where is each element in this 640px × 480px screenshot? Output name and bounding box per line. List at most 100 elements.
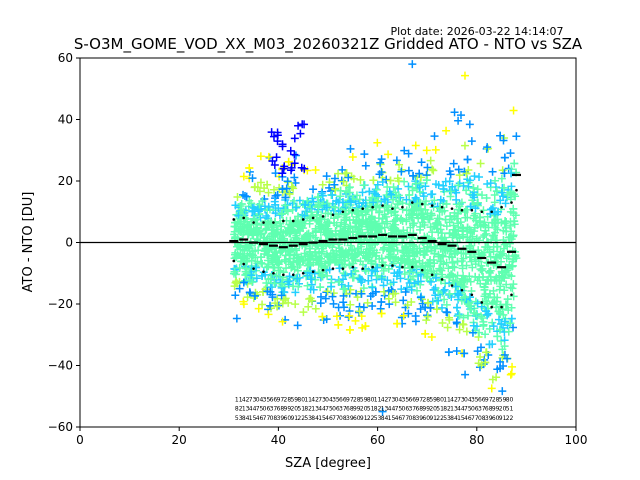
scatter-point xyxy=(489,322,498,331)
mean-marker xyxy=(318,239,328,243)
scatter-point xyxy=(316,299,325,308)
scatter-point xyxy=(485,267,494,276)
scatter-point xyxy=(293,226,302,235)
scatter-point xyxy=(415,169,424,178)
scatter-point xyxy=(290,150,299,159)
scatter-point xyxy=(375,224,384,233)
scatter-point xyxy=(468,190,477,199)
scatter-point xyxy=(276,219,285,228)
scatter-point xyxy=(483,276,492,285)
bin-count-label: 04 xyxy=(325,396,333,403)
bin-count-label: 04 xyxy=(464,396,472,403)
scatter-point xyxy=(446,212,455,221)
scatter-point xyxy=(384,264,393,273)
scatter-point xyxy=(291,288,300,297)
bin-count-label: 99 xyxy=(284,406,292,413)
scatter-point xyxy=(482,307,491,316)
scatter-point xyxy=(287,166,296,175)
scatter-point xyxy=(380,291,389,300)
scatter-point xyxy=(426,303,435,312)
scatter-point xyxy=(504,252,513,261)
bin-count-label: 11 xyxy=(304,396,312,403)
scatter-point xyxy=(450,108,459,117)
stats-series xyxy=(229,173,521,309)
bin-count-label: 22 xyxy=(297,415,305,422)
scatter-point xyxy=(476,343,485,352)
scatter-point xyxy=(239,297,248,306)
scatter-point xyxy=(442,300,451,309)
scatter-point xyxy=(361,322,370,331)
mean-marker xyxy=(338,238,348,241)
lower-std-marker xyxy=(430,273,434,277)
scatter-point xyxy=(507,169,516,178)
scatter-point xyxy=(368,283,377,292)
scatter-point xyxy=(371,287,380,296)
mean-marker xyxy=(259,243,269,246)
scatter-point xyxy=(282,205,291,214)
scatter-point xyxy=(422,146,431,155)
scatter-point xyxy=(286,146,295,155)
scatter-point xyxy=(381,212,390,221)
scatter-point xyxy=(466,202,475,211)
bin-count-label: 82 xyxy=(304,406,312,413)
scatter-point xyxy=(389,278,398,287)
scatter-point xyxy=(377,274,386,283)
scatter-point xyxy=(376,158,385,167)
scatter-point xyxy=(287,182,296,191)
bin-count-label: 15 xyxy=(318,415,326,422)
scatter-point xyxy=(431,180,440,189)
scatter-point xyxy=(257,253,266,262)
bin-count-label: 39 xyxy=(346,415,354,422)
scatter-point xyxy=(507,369,516,378)
scatter-point xyxy=(420,246,429,255)
bin-count-label: 15 xyxy=(249,415,257,422)
scatter-point xyxy=(334,320,343,329)
scatter-point xyxy=(239,172,248,181)
scatter-point xyxy=(304,229,313,238)
scatter-point xyxy=(355,274,364,283)
scatter-point xyxy=(380,203,389,212)
scatter-point xyxy=(376,304,385,313)
scatter-point xyxy=(285,227,294,236)
bin-count-label: 51 xyxy=(436,406,444,413)
scatter-point xyxy=(398,254,407,263)
scatter-point xyxy=(289,258,298,267)
scatter-point xyxy=(276,239,285,248)
upper-std-marker xyxy=(331,213,335,217)
lower-std-marker xyxy=(301,271,305,275)
bin-count-label: 13 xyxy=(311,406,319,413)
bin-count-label: 91 xyxy=(429,415,437,422)
scatter-point xyxy=(493,242,502,251)
scatter-point xyxy=(411,141,420,150)
scatter-point xyxy=(258,300,267,309)
scatter-point xyxy=(442,200,451,209)
scatter-point xyxy=(459,245,468,254)
upper-std-marker xyxy=(430,204,434,207)
scatter-point xyxy=(461,293,470,302)
scatter-point xyxy=(508,284,517,293)
scatter-point xyxy=(423,272,432,281)
scatter-point xyxy=(490,219,499,228)
upper-std-marker xyxy=(301,218,305,221)
scatter-point xyxy=(427,332,436,341)
scatter-point xyxy=(277,234,286,243)
mean-marker xyxy=(348,236,358,240)
x-tick-label: 100 xyxy=(565,433,588,447)
bin-count-label: 91 xyxy=(360,415,368,422)
bin-count-label: 68 xyxy=(277,406,285,413)
scatter-point xyxy=(256,178,265,187)
scatter-point xyxy=(273,294,282,303)
mean-marker xyxy=(447,244,457,247)
scatter-point xyxy=(424,298,433,307)
scatter-point xyxy=(461,249,470,258)
scatter-point xyxy=(296,129,305,138)
lower-std-marker xyxy=(252,267,255,270)
scatter-point xyxy=(329,299,338,308)
scatter-point xyxy=(262,263,271,272)
scatter-point xyxy=(316,254,325,263)
scatter-point xyxy=(495,325,504,334)
mean-marker xyxy=(511,173,521,177)
scatter-point xyxy=(464,166,473,175)
scatter-point xyxy=(407,285,416,294)
scatter-point xyxy=(274,263,283,272)
